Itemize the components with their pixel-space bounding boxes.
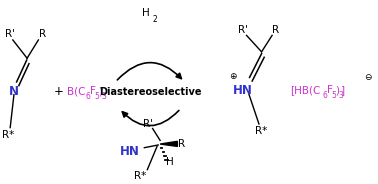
Text: H: H xyxy=(142,8,149,17)
Text: $\ominus$: $\ominus$ xyxy=(364,72,372,82)
Text: R*: R* xyxy=(2,130,14,140)
Text: 5: 5 xyxy=(95,92,100,101)
Text: N: N xyxy=(9,85,19,98)
Text: F: F xyxy=(327,85,333,95)
Text: 2: 2 xyxy=(153,15,158,24)
Text: R*: R* xyxy=(134,171,146,181)
Text: 5: 5 xyxy=(332,91,336,100)
Text: $\oplus$: $\oplus$ xyxy=(229,71,238,81)
Text: R: R xyxy=(178,139,185,149)
Text: +: + xyxy=(54,85,64,98)
Text: 3: 3 xyxy=(102,92,106,101)
Text: R': R' xyxy=(5,29,15,40)
Text: R: R xyxy=(39,29,46,40)
Text: ): ) xyxy=(99,86,102,96)
Text: Diastereoselective: Diastereoselective xyxy=(99,87,201,97)
Text: 3: 3 xyxy=(338,91,343,100)
Text: R': R' xyxy=(143,119,153,129)
Text: [HB(C: [HB(C xyxy=(290,85,321,95)
Text: B(C: B(C xyxy=(67,86,86,96)
Polygon shape xyxy=(160,141,177,146)
Text: R*: R* xyxy=(255,126,267,136)
Text: HN: HN xyxy=(120,145,140,158)
Text: H: H xyxy=(166,157,174,167)
Text: ): ) xyxy=(335,85,339,95)
Text: R: R xyxy=(271,25,279,35)
Text: ]: ] xyxy=(341,85,345,95)
Text: 6: 6 xyxy=(322,91,327,100)
Text: 6: 6 xyxy=(86,92,91,101)
Text: HN: HN xyxy=(233,84,253,97)
Text: R': R' xyxy=(238,25,248,35)
Text: F: F xyxy=(90,86,96,96)
